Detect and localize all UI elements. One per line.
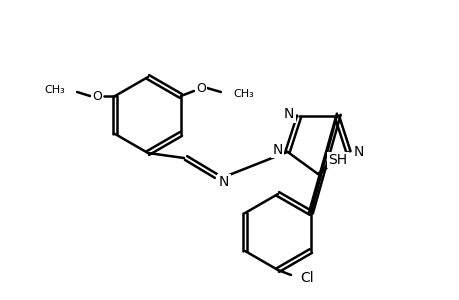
Text: SH: SH <box>328 153 347 167</box>
Text: O: O <box>196 82 205 94</box>
Text: N: N <box>272 143 282 157</box>
Text: N: N <box>283 107 294 121</box>
Text: N: N <box>218 175 229 189</box>
Text: O: O <box>92 89 102 103</box>
Text: N: N <box>353 145 363 159</box>
Text: CH₃: CH₃ <box>44 85 65 95</box>
Text: CH₃: CH₃ <box>232 89 253 99</box>
Text: Cl: Cl <box>299 271 313 285</box>
